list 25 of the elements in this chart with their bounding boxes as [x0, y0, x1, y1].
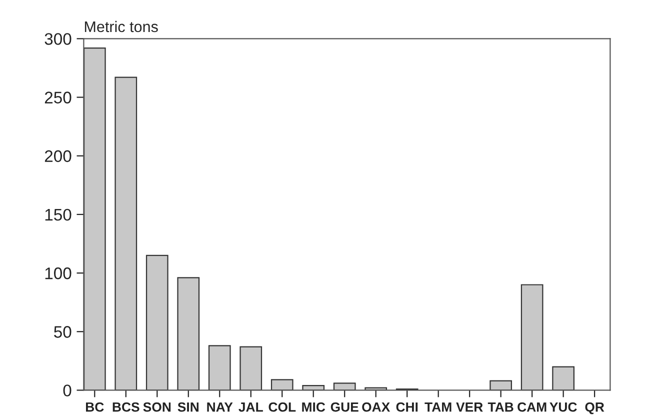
- x-tick-label: VER: [456, 402, 483, 412]
- x-tick-label: CHI: [396, 402, 418, 412]
- x-tick-label: COL: [268, 402, 296, 412]
- x-tick-label: BC: [86, 402, 104, 412]
- y-tick-label: 50: [54, 326, 72, 338]
- y-axis-title: Metric tons: [84, 20, 158, 32]
- x-tick-label: CAM: [518, 402, 546, 412]
- x-tick-label: MIC: [302, 402, 326, 412]
- x-tick-label: JAL: [238, 402, 263, 412]
- x-tick-label: QR: [585, 402, 604, 414]
- y-tick-label: 150: [45, 208, 72, 221]
- x-tick-label: NAY: [207, 402, 233, 412]
- y-tick-label: 250: [44, 92, 72, 104]
- y-tick-label: 200: [44, 150, 72, 162]
- x-tick-label: SIN: [178, 402, 198, 412]
- y-tick-label: 0: [63, 384, 72, 396]
- x-tick-label: TAM: [424, 402, 452, 412]
- y-tick-label: 300: [44, 33, 72, 45]
- x-tick-label: OAX: [362, 402, 390, 412]
- y-tick-label: 100: [45, 267, 72, 280]
- x-tick-label: SON: [143, 402, 171, 412]
- x-tick-label: YUC: [550, 402, 577, 412]
- x-tick-label: BCS: [112, 402, 140, 412]
- x-tick-label: GUE: [330, 402, 358, 412]
- x-tick-label: TAB: [488, 402, 514, 412]
